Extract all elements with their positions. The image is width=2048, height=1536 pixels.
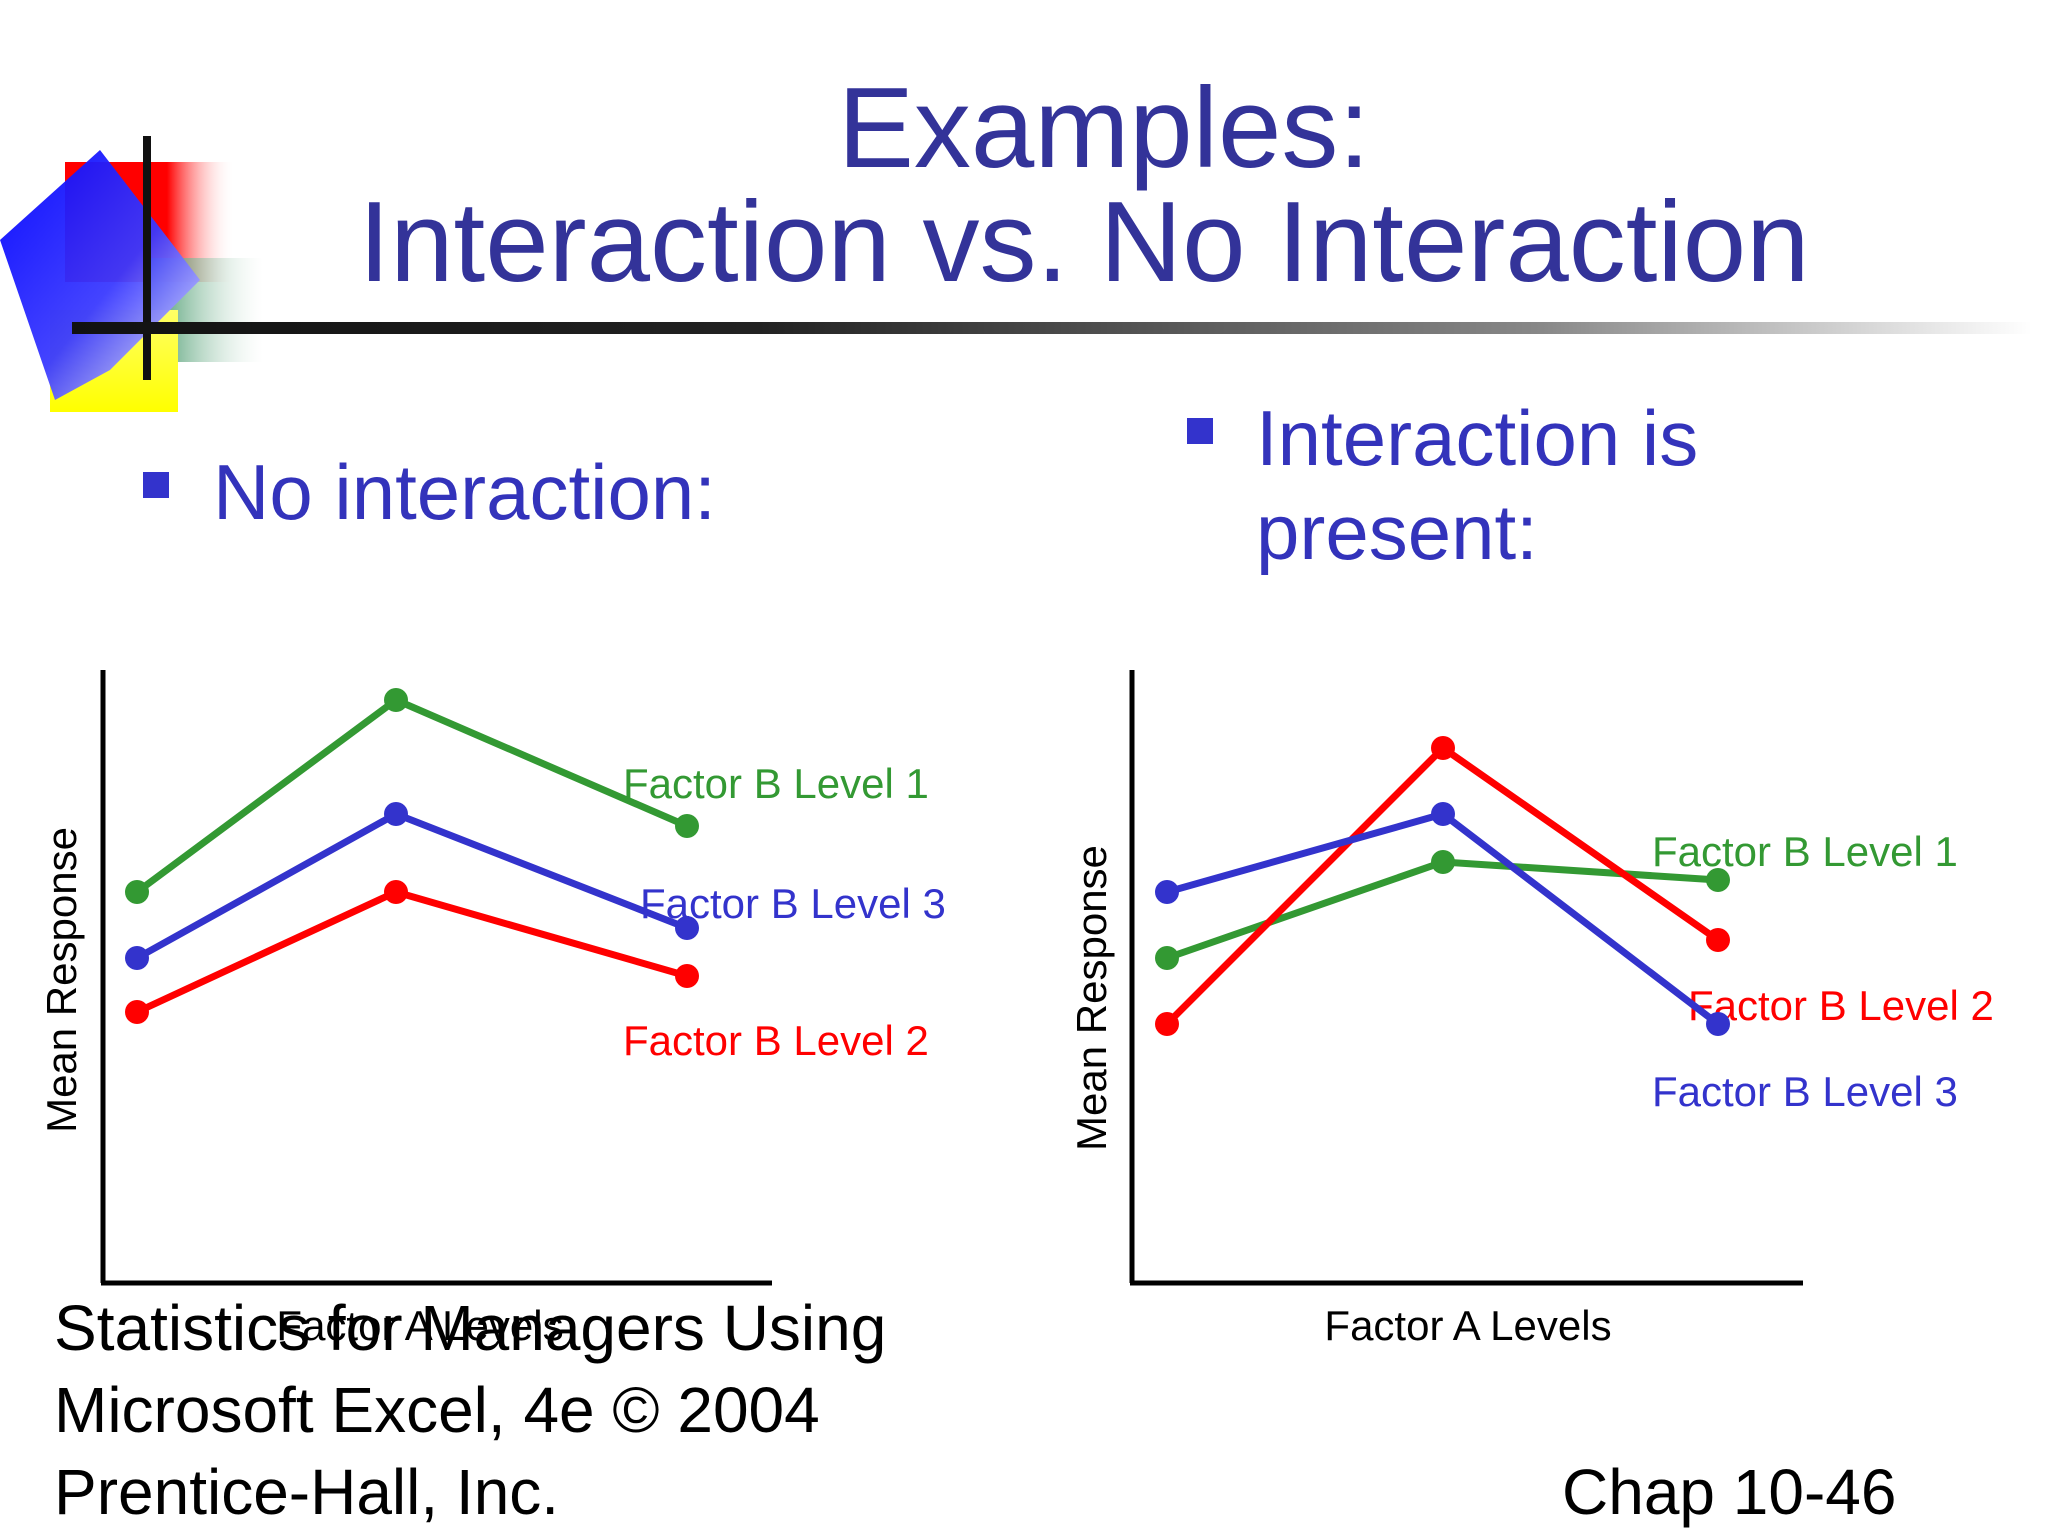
- series-label-factor-b-level-3: Factor B Level 3: [1652, 1068, 1958, 1115]
- data-point-factor-b-level-2-2: [1431, 736, 1455, 760]
- bullet-no-interaction: No interaction:: [213, 448, 716, 536]
- slide-title-line-2: Interaction vs. No Interaction: [358, 179, 1810, 306]
- data-point-factor-b-level-1-2: [384, 688, 408, 712]
- y-axis-label: Mean Response: [38, 827, 85, 1133]
- data-point-factor-b-level-2-1: [1155, 1012, 1179, 1036]
- data-point-factor-b-level-3-1: [125, 946, 149, 970]
- data-point-factor-b-level-1-2: [1431, 850, 1455, 874]
- data-point-factor-b-level-1-1: [1155, 946, 1179, 970]
- data-point-factor-b-level-3-2: [1431, 802, 1455, 826]
- series-line-factor-b-level-2: [1163, 744, 1722, 1028]
- footer-source-line-3: Prentice-Hall, Inc.: [54, 1455, 560, 1528]
- bullet-interaction-line-2: present:: [1256, 488, 1538, 576]
- footer-source: Statistics for Managers Using Microsoft …: [54, 1288, 886, 1534]
- data-point-factor-b-level-1-3: [1706, 868, 1730, 892]
- bullet-square-icon: [143, 472, 169, 498]
- series-line-factor-b-level-3: [1163, 810, 1722, 1028]
- series-label-factor-b-level-2: Factor B Level 2: [623, 1017, 929, 1064]
- footer-source-line-1: Statistics for Managers Using: [54, 1292, 887, 1364]
- data-point-factor-b-level-3-3: [1706, 1012, 1730, 1036]
- data-point-factor-b-level-2-2: [384, 880, 408, 904]
- series-label-factor-b-level-3: Factor B Level 3: [640, 880, 946, 927]
- data-point-factor-b-level-3-3: [675, 916, 699, 940]
- bullet-interaction-line-1: Interaction is: [1256, 394, 1699, 482]
- series-label-factor-b-level-1: Factor B Level 1: [1652, 828, 1958, 875]
- logo-vertical-bar: [143, 136, 151, 380]
- data-point-factor-b-level-2-1: [125, 1000, 149, 1024]
- title-rule: [72, 322, 2032, 334]
- data-point-factor-b-level-1-3: [675, 814, 699, 838]
- data-point-factor-b-level-1-1: [125, 880, 149, 904]
- x-axis-label: Factor A Levels: [276, 1302, 563, 1349]
- data-point-factor-b-level-3-1: [1155, 880, 1179, 904]
- x-axis-label: Factor A Levels: [1324, 1302, 1611, 1349]
- footer-source-line-2: Microsoft Excel, 4e © 2004: [54, 1373, 820, 1446]
- series-label-factor-b-level-2: Factor B Level 2: [1688, 982, 1994, 1029]
- y-axis-label: Mean Response: [1068, 845, 1115, 1151]
- data-point-factor-b-level-3-2: [384, 802, 408, 826]
- slide-title-line-1: Examples:: [837, 65, 1371, 192]
- decorative-logo: [0, 136, 263, 412]
- footer-page-number: Chap 10-46: [1562, 1456, 1897, 1528]
- data-point-factor-b-level-2-3: [675, 964, 699, 988]
- series-label-factor-b-level-1: Factor B Level 1: [623, 760, 929, 807]
- data-point-factor-b-level-2-3: [1706, 928, 1730, 952]
- bullet-square-icon: [1187, 418, 1213, 444]
- logo-blue-diamond: [0, 150, 200, 400]
